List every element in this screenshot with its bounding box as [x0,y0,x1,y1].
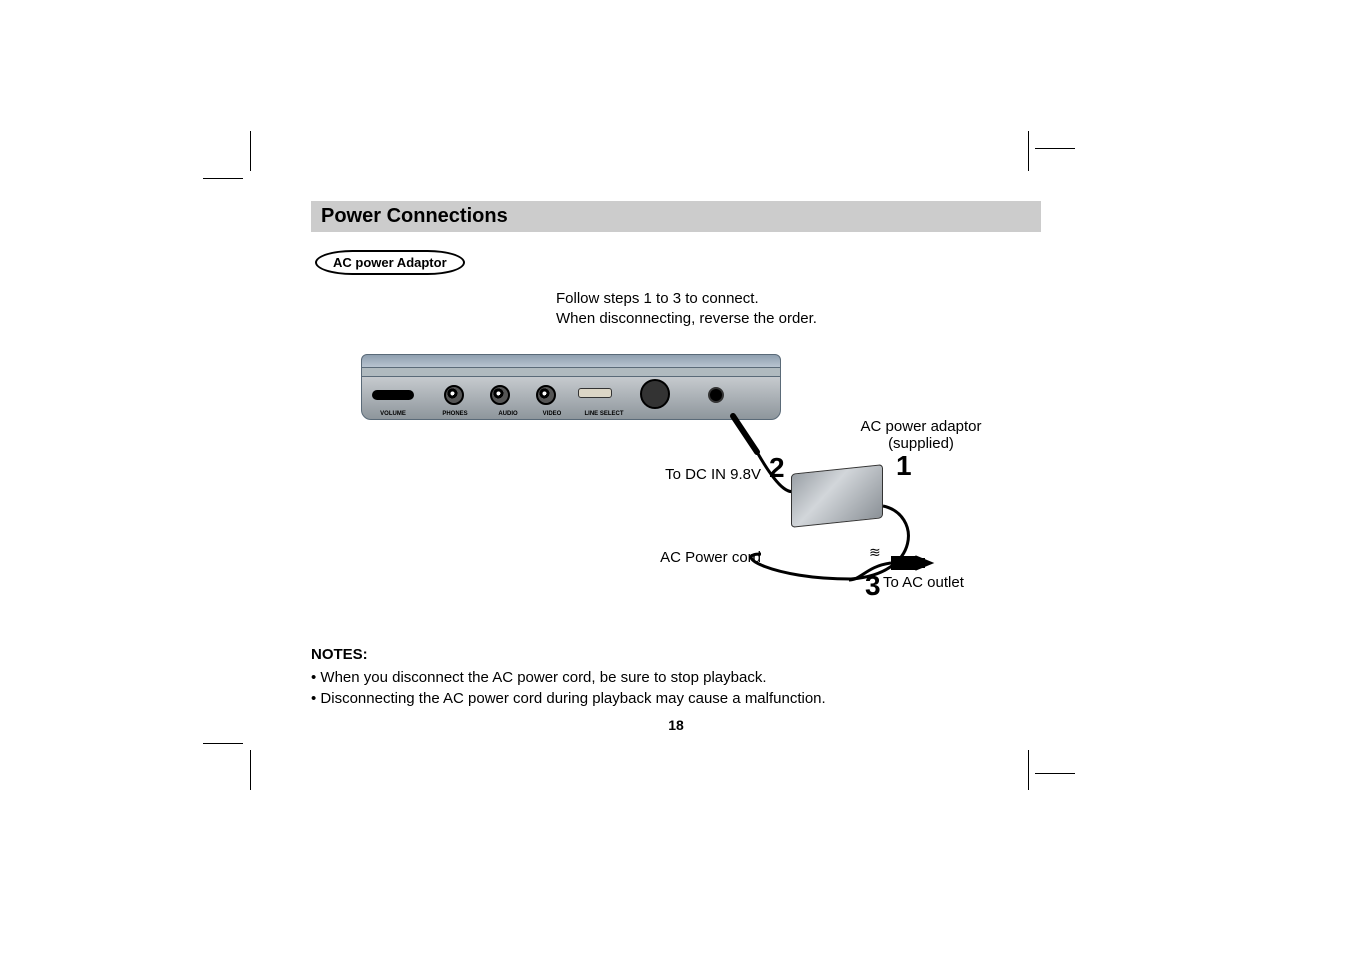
intro-line-1: Follow steps 1 to 3 to connect. [556,289,1041,309]
subsection-pill: AC power Adaptor [315,250,465,275]
adaptor-callout: AC power adaptor (supplied) [831,418,1011,452]
outlet-callout: To AC outlet [883,574,1003,591]
notes-block: NOTES: When you disconnect the AC power … [311,644,1041,709]
dc-in-callout: To DC IN 9.8V [621,466,761,483]
adaptor-callout-line2: (supplied) [831,435,1011,452]
crop-mark [250,131,251,171]
crop-mark [1035,148,1075,149]
connection-diagram: IN OUT VOLUME PHONES AUDIO VIDEO LINE SE… [361,354,1011,614]
section-header: Power Connections [311,201,1041,232]
crop-mark [203,743,243,744]
intro-line-2: When disconnecting, reverse the order. [556,309,1041,329]
page-content: Power Connections AC power Adaptor Follo… [311,141,1041,709]
step-2-number: 2 [769,452,785,484]
step-3-number: 3 [865,570,881,602]
crop-mark [1028,750,1029,790]
plug-heat-icon: ≋ [869,544,881,561]
notes-item: Disconnecting the AC power cord during p… [311,688,1041,709]
wall-plug-icon [891,556,917,570]
page-number: 18 [311,717,1041,733]
intro-text: Follow steps 1 to 3 to connect. When dis… [556,289,1041,330]
ac-adaptor [791,464,883,528]
step-1-number: 1 [896,450,912,482]
crop-mark [1035,773,1075,774]
notes-title: NOTES: [311,644,1041,665]
cord-callout: AC Power cord [621,549,761,566]
notes-list: When you disconnect the AC power cord, b… [311,667,1041,709]
notes-item: When you disconnect the AC power cord, b… [311,667,1041,688]
crop-mark [250,750,251,790]
crop-mark [203,178,243,179]
adaptor-callout-line1: AC power adaptor [831,418,1011,435]
